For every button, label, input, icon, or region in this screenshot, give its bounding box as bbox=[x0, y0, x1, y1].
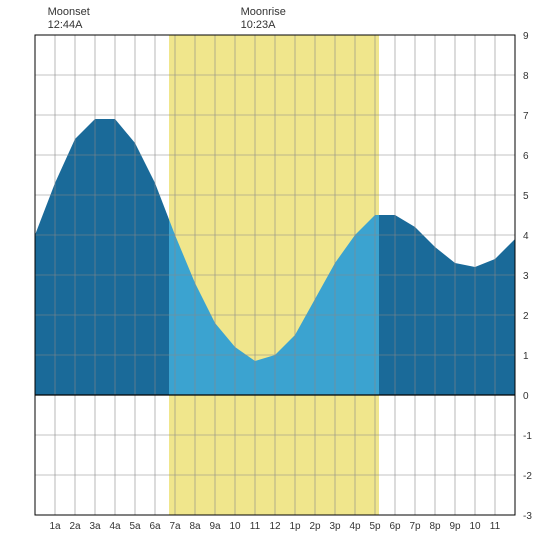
svg-text:6: 6 bbox=[523, 151, 529, 162]
svg-text:1p: 1p bbox=[289, 521, 301, 532]
moonrise-label: Moonrise10:23A bbox=[241, 6, 286, 32]
svg-text:5p: 5p bbox=[369, 521, 381, 532]
svg-text:4p: 4p bbox=[349, 521, 361, 532]
moon-event-name: Moonrise bbox=[241, 6, 286, 18]
svg-text:9: 9 bbox=[523, 31, 529, 42]
svg-text:7: 7 bbox=[523, 111, 529, 122]
moon-event-time: 10:23A bbox=[241, 19, 276, 31]
svg-text:8: 8 bbox=[523, 71, 529, 82]
svg-text:1: 1 bbox=[523, 351, 529, 362]
moon-event-time: 12:44A bbox=[48, 19, 83, 31]
svg-text:3a: 3a bbox=[89, 521, 101, 532]
svg-text:10: 10 bbox=[229, 521, 241, 532]
svg-text:-1: -1 bbox=[523, 431, 532, 442]
svg-text:3: 3 bbox=[523, 271, 529, 282]
svg-text:5: 5 bbox=[523, 191, 529, 202]
svg-text:2a: 2a bbox=[69, 521, 81, 532]
svg-text:-2: -2 bbox=[523, 471, 532, 482]
svg-text:-3: -3 bbox=[523, 511, 532, 522]
svg-text:8p: 8p bbox=[429, 521, 441, 532]
tide-chart: -3-2-101234567891a2a3a4a5a6a7a8a9a101112… bbox=[0, 0, 550, 550]
svg-text:3p: 3p bbox=[329, 521, 341, 532]
chart-svg: -3-2-101234567891a2a3a4a5a6a7a8a9a101112… bbox=[0, 0, 550, 550]
svg-text:11: 11 bbox=[490, 521, 501, 532]
svg-text:4a: 4a bbox=[109, 521, 121, 532]
svg-text:4: 4 bbox=[523, 231, 529, 242]
svg-text:0: 0 bbox=[523, 391, 529, 402]
moonset-label: Moonset12:44A bbox=[48, 6, 90, 32]
svg-text:9a: 9a bbox=[209, 521, 221, 532]
svg-text:2: 2 bbox=[523, 311, 529, 322]
svg-text:7a: 7a bbox=[169, 521, 181, 532]
svg-text:6p: 6p bbox=[389, 521, 401, 532]
svg-text:12: 12 bbox=[269, 521, 281, 532]
svg-text:10: 10 bbox=[469, 521, 481, 532]
svg-text:2p: 2p bbox=[309, 521, 321, 532]
svg-text:6a: 6a bbox=[149, 521, 161, 532]
svg-text:9p: 9p bbox=[449, 521, 461, 532]
moon-event-name: Moonset bbox=[48, 6, 90, 18]
svg-text:7p: 7p bbox=[409, 521, 421, 532]
svg-text:1a: 1a bbox=[49, 521, 61, 532]
svg-text:11: 11 bbox=[250, 521, 261, 532]
svg-text:5a: 5a bbox=[129, 521, 141, 532]
svg-text:8a: 8a bbox=[189, 521, 201, 532]
